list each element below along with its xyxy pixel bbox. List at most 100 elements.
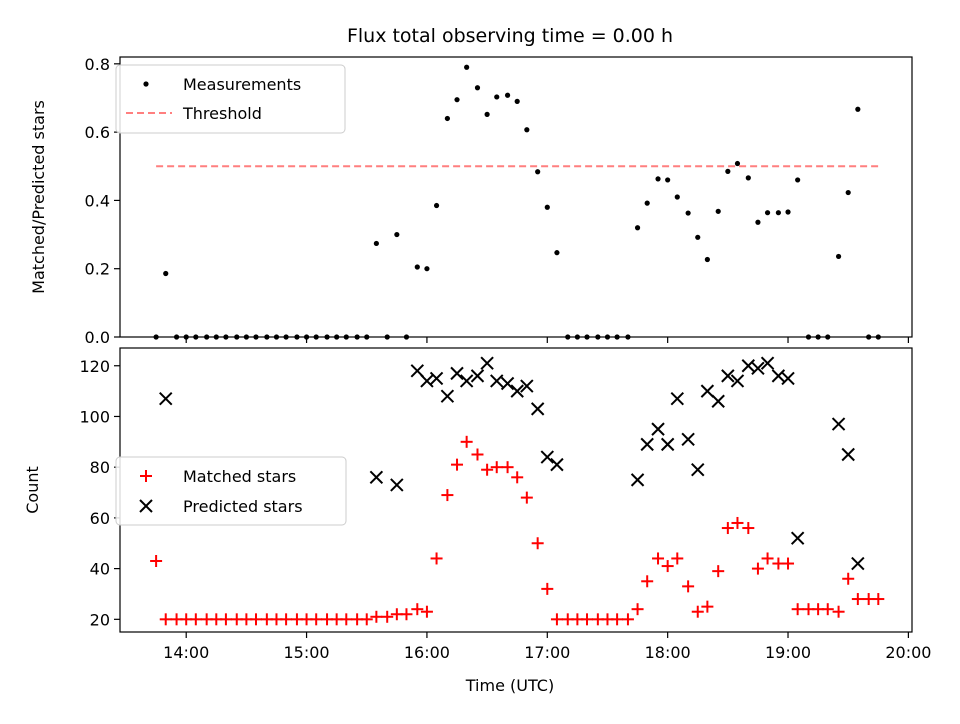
measurement-point [444,115,450,122]
measurement-point [755,219,761,225]
predicted-star-point [700,384,715,398]
matched-star-point [611,613,624,626]
matched-star-point [832,605,845,618]
predicted-star-point [771,369,786,383]
legend-measurements-marker [143,81,149,87]
matched-star-point [280,613,293,626]
measurement-point [855,106,861,112]
measurement-point [685,210,691,216]
predicted-star-point [630,473,645,487]
predicted-star-point [459,374,474,388]
matched-star-point [652,552,665,565]
predicted-star-point [500,376,515,391]
predicted-star-point [790,531,805,545]
predicted-star-point [851,556,865,571]
matched-star-point [621,613,634,626]
chart-title: Flux total observing time = 0.00 h [347,25,673,47]
legend-predicted-label: Predicted stars [183,497,303,516]
bottom-legend: Matched stars Predicted stars [115,456,347,526]
top-y-axis-label: Matched/Predicted stars [29,100,48,294]
matched-star-point [501,461,514,474]
measurement-point [514,98,520,104]
bottom-y-tick-label: 20 [90,610,110,629]
matched-star-point [641,575,654,588]
matched-star-point [701,600,714,613]
measurement-point [845,189,851,196]
measurement-point [504,92,511,98]
measurement-point [454,97,460,103]
predicted-star-point [420,374,434,388]
top-y-ticks: 0.0 0.2 0.4 0.6 0.8 [85,55,120,347]
predicted-star-point [440,389,455,403]
matched-star-point [250,613,263,626]
x-tick-label: 17:00 [524,643,570,662]
bottom-y-tick-label: 120 [79,357,110,376]
matched-star-point [481,463,494,476]
measurement-point [373,240,379,247]
measurement-point [745,175,751,181]
matched-star-point [471,448,484,461]
legend-predicted-marker [139,499,153,513]
matched-star-point [761,552,774,565]
matched-star-point [531,537,544,550]
matched-star-point [791,603,804,616]
matched-star-point [150,555,163,567]
predicted-star-point [520,379,534,393]
measurement-point [544,204,550,210]
measurement-point [464,64,470,70]
bottom-panel: 20 40 60 80 100 120 14:00 15:00 16:00 17:00 18:00… [23,347,931,695]
matched-star-point [400,608,413,621]
measurement-point [835,253,842,260]
measurement-point [665,177,671,183]
matched-star-point [661,560,674,573]
matched-star-point [441,489,454,502]
measurement-point [715,208,721,214]
predicted-star-point [751,361,765,375]
matched-star-point [631,603,644,616]
matched-star-point [451,458,464,471]
predicted-star-point [651,422,665,436]
predicted-star-point [540,450,555,464]
x-tick-label: 20:00 [885,643,931,662]
x-tick-label: 14:00 [163,643,209,662]
top-y-tick-label: 0.8 [85,55,110,74]
top-y-tick-label: 0.4 [85,191,110,210]
top-y-tick-label: 0.6 [85,123,110,142]
predicted-star-point [530,402,545,416]
measurement-point [655,176,661,182]
predicted-star-point [159,392,173,406]
measurement-point [644,200,650,206]
top-legend: Measurements Threshold [115,64,346,134]
matched-star-point [370,610,383,623]
matched-star-point [411,603,424,616]
predicted-star-point [369,470,384,485]
measurement-point [414,264,420,270]
matched-star-point [581,613,594,626]
predicted-star-point [781,371,795,386]
measurement-point [554,250,560,256]
measurement-point [494,94,500,100]
measurement-point [674,194,680,200]
predicted-star-point [760,356,775,370]
top-y-tick-label: 0.2 [85,260,110,279]
predicted-star-point [429,371,444,386]
measurement-point [394,231,400,238]
matched-star-point [821,603,834,616]
x-tick-label: 18:00 [645,643,691,662]
predicted-star-point [691,463,705,477]
predicted-stars-points [159,356,865,571]
predicted-star-point [480,356,494,370]
legend-threshold-label: Threshold [182,104,262,123]
matched-star-point [541,582,554,595]
matched-star-point [520,491,533,504]
predicted-star-point [831,417,846,431]
measurement-point [734,160,741,167]
top-panel: 0.00.20.40.60.8 Matched/Predicted stars … [29,55,913,347]
x-tick-label: 19:00 [765,643,811,662]
matched-star-point [851,593,864,606]
measurement-point [524,127,530,133]
measurement-point [424,266,430,272]
measurement-point [163,270,169,277]
top-x-ticks [185,337,909,343]
predicted-star-point [741,359,756,373]
